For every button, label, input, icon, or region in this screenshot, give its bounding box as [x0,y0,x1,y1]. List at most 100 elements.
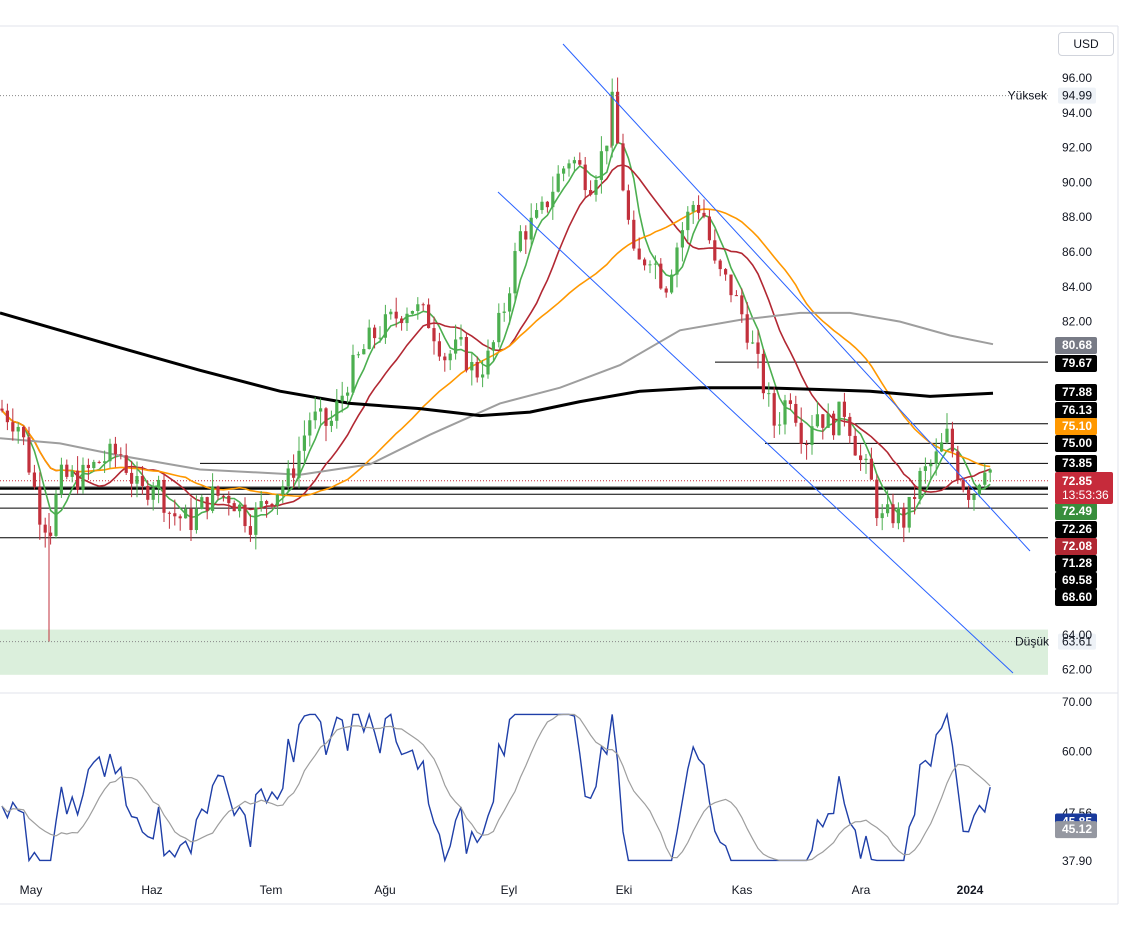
candle-body [437,341,441,357]
candle-body [713,240,717,261]
candle-body [880,513,884,519]
candle-body [929,463,933,467]
currency-button[interactable]: USD [1058,32,1114,56]
candle-body [729,274,733,296]
candle-body [265,501,269,504]
candle-body [859,455,863,461]
price-label: 73.85 [1062,456,1092,470]
osc-label: 45.12 [1062,822,1092,836]
price-label: 68.60 [1062,590,1092,604]
time-tick-label: Tem [260,883,283,897]
candle-body [281,486,285,495]
candle-body [32,472,36,487]
candle-body [886,504,890,514]
candle-body [178,516,182,519]
candle-body [626,190,630,220]
candle-body [270,503,274,506]
price-label-bg [1055,402,1097,419]
candle-body [783,400,787,425]
candle-body [518,231,522,252]
candle-body [297,450,301,478]
candle-body [848,416,852,436]
candle-body [740,295,744,315]
price-label: 72.49 [1062,504,1092,518]
candle-body [491,342,495,351]
candle-body [427,304,431,329]
candle-body [373,327,377,339]
candle-body [540,201,544,211]
price-label-bg [1055,589,1097,606]
candle-body [983,472,987,485]
candle-body [594,179,598,195]
candle-body [151,488,155,500]
candle-body [0,408,4,411]
osc-tick-label: 70.00 [1062,695,1092,709]
candle-body [227,495,231,504]
candle-body [43,524,47,533]
candle-body [49,532,53,536]
candle-body [513,251,517,294]
candle-body [913,496,917,500]
candle-body [805,443,809,445]
price-label-bg [1055,355,1097,372]
candle-body [292,468,296,478]
candle-body [81,464,85,490]
candle-body [734,295,738,297]
channel-lower [497,191,1014,674]
candle-body [162,479,166,513]
price-tick-label: 96.00 [1062,71,1092,85]
candle-body [211,486,215,511]
candle-body [410,311,414,314]
candle-body [643,259,647,266]
ma-fast-line [1,141,991,519]
candle-body [351,354,355,393]
candle-body [22,426,26,438]
ma-long-line [0,311,994,418]
candle-body [54,494,58,536]
candle-body [340,395,344,402]
candle-body [918,470,922,500]
time-tick-label: May [20,883,43,897]
candle-body [545,201,549,208]
candle-body [778,424,782,426]
candle-body [329,420,333,426]
time-tick-label: Ağu [374,883,395,897]
candle-body [508,293,512,312]
candle-body [837,401,841,436]
ma-grey-line [0,311,994,476]
candle-body [659,263,663,289]
candle-body [583,164,587,191]
candle-body [448,353,452,361]
price-tick-label: 86.00 [1062,245,1092,259]
candle-body [184,508,188,519]
candle-body [562,168,566,174]
candle-body [130,472,134,484]
price-label: 72.08 [1062,539,1092,553]
price-label: 71.28 [1062,556,1092,570]
candle-body [103,461,107,463]
price-tick-label: 90.00 [1062,175,1092,189]
candle-body [400,318,404,324]
candle-body [389,311,393,315]
candle-body [313,411,317,421]
price-label-bg [1055,384,1097,401]
low-value-bg [1058,633,1096,650]
last-price-countdown: 13:53:36 [1062,488,1109,502]
candle-body [551,191,555,208]
candle-body [697,204,701,213]
candle-body [961,480,965,491]
time-axis: May Haz Tem Ağu Eyl Eki Kas Ara 2024 [20,883,984,897]
candle-body [97,461,101,463]
candle-body [616,91,620,144]
candle-body [761,353,765,394]
candle-body [648,264,652,266]
candle-body [767,393,771,395]
candle-body [216,486,220,496]
rsi-panel [1,711,991,863]
candle-body [967,490,971,500]
candle-body [502,311,506,313]
candle-body [632,219,636,249]
candle-body [864,458,868,461]
candle-body [432,328,436,342]
